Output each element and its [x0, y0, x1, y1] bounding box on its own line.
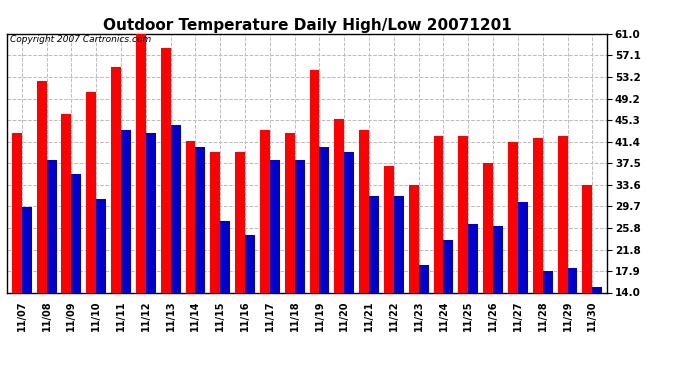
Bar — [260, 130, 270, 370]
Bar — [408, 185, 419, 370]
Bar — [458, 136, 469, 370]
Bar — [567, 268, 578, 370]
Bar — [37, 81, 47, 370]
Bar — [444, 240, 453, 370]
Bar — [61, 114, 71, 370]
Bar — [121, 130, 131, 370]
Bar — [582, 185, 592, 370]
Bar — [245, 235, 255, 370]
Bar — [518, 202, 528, 370]
Bar — [12, 133, 22, 370]
Bar — [483, 163, 493, 370]
Text: Copyright 2007 Cartronics.com: Copyright 2007 Cartronics.com — [10, 35, 151, 44]
Bar — [359, 130, 369, 370]
Bar — [22, 207, 32, 370]
Bar — [86, 92, 96, 370]
Bar — [543, 271, 553, 370]
Bar — [310, 69, 319, 370]
Bar — [384, 166, 394, 370]
Bar — [433, 136, 444, 370]
Bar — [220, 221, 230, 370]
Bar — [111, 67, 121, 370]
Bar — [170, 124, 181, 370]
Bar — [592, 287, 602, 370]
Bar — [419, 265, 428, 370]
Bar — [394, 196, 404, 370]
Bar — [285, 133, 295, 370]
Bar — [493, 226, 503, 370]
Bar — [146, 133, 156, 370]
Bar — [469, 224, 478, 370]
Bar — [161, 48, 170, 370]
Bar — [295, 160, 304, 370]
Bar — [235, 152, 245, 370]
Bar — [319, 147, 329, 370]
Bar — [71, 174, 81, 370]
Bar — [195, 147, 206, 370]
Bar — [508, 142, 518, 370]
Bar — [344, 152, 354, 370]
Bar — [186, 141, 195, 370]
Bar — [270, 160, 279, 370]
Bar — [533, 138, 543, 370]
Bar — [96, 199, 106, 370]
Bar — [369, 196, 379, 370]
Bar — [210, 152, 220, 370]
Bar — [136, 28, 146, 370]
Title: Outdoor Temperature Daily High/Low 20071201: Outdoor Temperature Daily High/Low 20071… — [103, 18, 511, 33]
Bar — [335, 119, 344, 370]
Bar — [47, 160, 57, 370]
Bar — [558, 136, 567, 370]
